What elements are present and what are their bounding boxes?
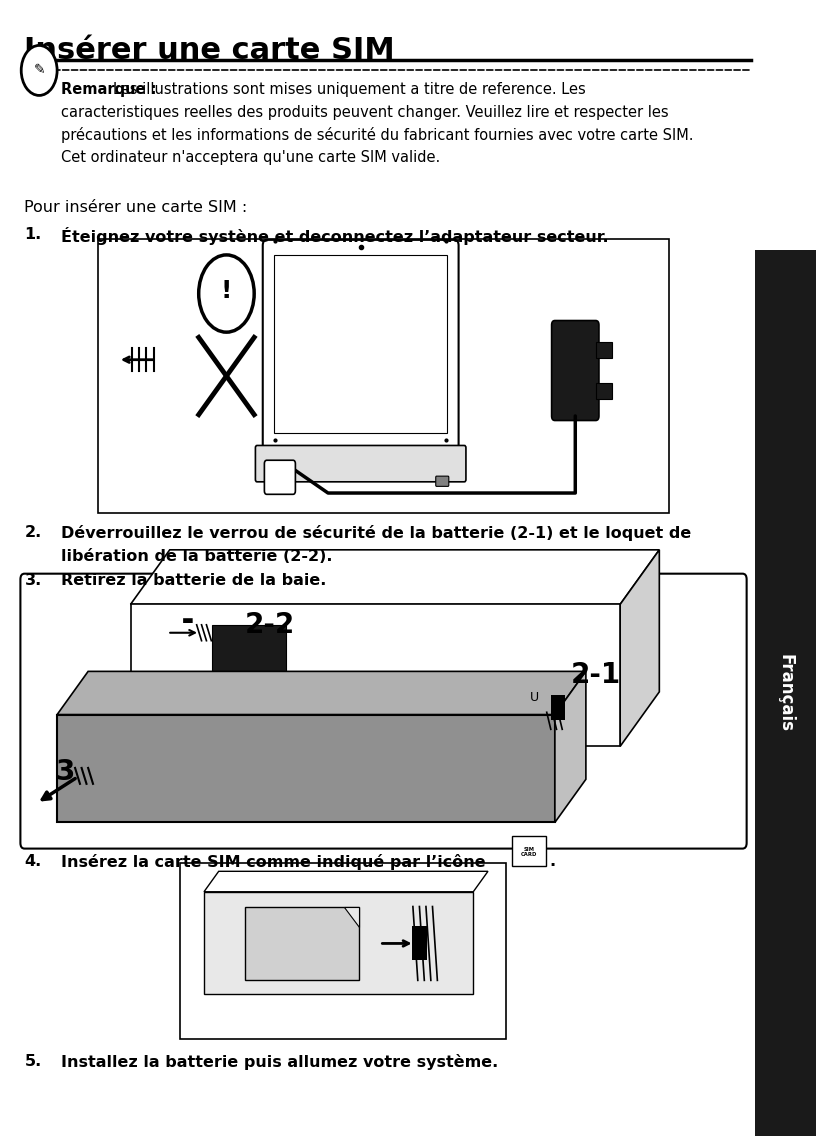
Polygon shape [57,671,586,715]
Text: ▬: ▬ [182,613,193,627]
FancyBboxPatch shape [318,673,329,718]
Text: 4.: 4. [24,854,42,869]
FancyBboxPatch shape [273,476,286,486]
FancyBboxPatch shape [367,673,378,718]
Text: 3.: 3. [24,573,42,587]
Text: Installez la batterie puis allumez votre système.: Installez la batterie puis allumez votre… [61,1054,499,1070]
Polygon shape [131,550,659,604]
FancyBboxPatch shape [263,240,459,450]
Text: U: U [530,691,539,704]
Polygon shape [344,907,359,927]
FancyBboxPatch shape [551,695,565,720]
FancyBboxPatch shape [212,625,286,726]
Text: caracteristiques reelles des produits peuvent changer. Veuillez lire et respecte: caracteristiques reelles des produits pe… [61,105,669,119]
FancyBboxPatch shape [245,907,359,980]
FancyBboxPatch shape [755,250,816,1136]
FancyBboxPatch shape [20,574,747,849]
Text: Retirez la batterie de la baie.: Retirez la batterie de la baie. [61,573,326,587]
Text: Français: Français [776,654,795,732]
FancyBboxPatch shape [351,673,361,718]
FancyBboxPatch shape [274,254,447,433]
FancyBboxPatch shape [412,926,427,960]
Circle shape [198,254,254,332]
Polygon shape [555,671,586,822]
Text: 1.: 1. [24,227,42,242]
Text: .: . [549,854,556,869]
FancyBboxPatch shape [512,836,546,866]
Text: Insérez la carte SIM comme indiqué par l’icône: Insérez la carte SIM comme indiqué par l… [61,854,486,870]
Polygon shape [204,892,473,994]
Text: ✎: ✎ [33,64,45,77]
FancyBboxPatch shape [264,460,295,494]
Text: Éteignez votre systène et deconnectez l’adaptateur secteur.: Éteignez votre systène et deconnectez l’… [61,227,609,245]
Polygon shape [57,715,555,822]
Text: Remarque :: Remarque : [61,82,162,97]
Polygon shape [204,871,488,892]
Text: libération de la batterie (2-2).: libération de la batterie (2-2). [61,549,333,563]
Text: 3: 3 [55,759,75,786]
Text: Les illustrations sont mises uniquement a titre de reference. Les: Les illustrations sont mises uniquement … [113,82,586,97]
Circle shape [21,45,57,95]
Text: 2.: 2. [24,525,42,540]
FancyBboxPatch shape [335,673,345,718]
FancyBboxPatch shape [98,239,669,513]
Text: Cet ordinateur n'acceptera qu'une carte SIM valide.: Cet ordinateur n'acceptera qu'une carte … [61,150,441,165]
FancyBboxPatch shape [255,445,466,482]
FancyBboxPatch shape [302,673,313,718]
Text: SIM
CARD: SIM CARD [521,846,537,858]
Text: 2-2: 2-2 [245,611,295,638]
Text: Pour insérer une carte SIM :: Pour insérer une carte SIM : [24,200,248,215]
FancyBboxPatch shape [180,863,506,1039]
Text: 2-1: 2-1 [571,661,621,688]
Text: précautions et les informations de sécurité du fabricant fournies avec votre car: précautions et les informations de sécur… [61,127,694,143]
Text: 5.: 5. [24,1054,42,1069]
FancyBboxPatch shape [596,342,612,358]
Polygon shape [131,604,620,746]
Text: Insérer une carte SIM: Insérer une carte SIM [24,36,395,66]
FancyBboxPatch shape [552,320,599,420]
Polygon shape [620,550,659,746]
Text: Déverrouillez le verrou de sécurité de la batterie (2-1) et le loquet de: Déverrouillez le verrou de sécurité de l… [61,525,691,541]
FancyBboxPatch shape [436,476,449,486]
Text: !: ! [221,279,232,303]
FancyBboxPatch shape [596,383,612,399]
